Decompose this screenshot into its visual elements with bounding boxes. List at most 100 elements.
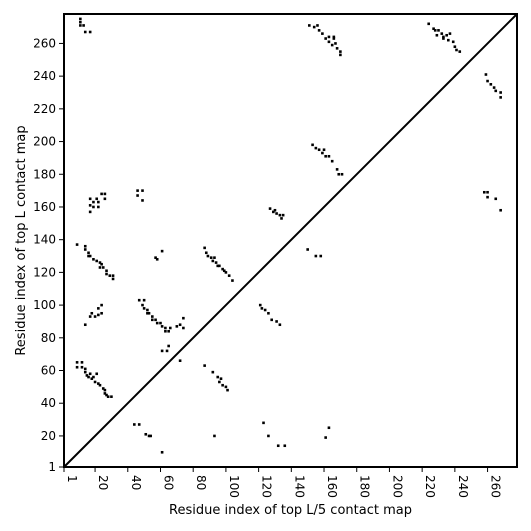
- contact-point: [103, 392, 107, 395]
- x-tick-label: 220: [423, 475, 437, 498]
- contact-point: [97, 313, 100, 317]
- contact-point: [317, 29, 321, 32]
- contact-point: [211, 259, 215, 263]
- contact-point: [105, 272, 108, 276]
- contact-point: [88, 210, 92, 214]
- contact-point: [105, 269, 108, 273]
- contact-point: [312, 25, 316, 29]
- x-tick-label: 80: [194, 475, 208, 490]
- contact-point: [324, 154, 327, 158]
- contact-point: [316, 24, 319, 27]
- contact-point: [146, 311, 149, 315]
- contact-point: [306, 248, 309, 251]
- y-axis-label: Residue index of top L contact map: [14, 125, 29, 355]
- x-tick-label: 180: [358, 475, 372, 498]
- y-tick-label: 40: [41, 396, 56, 410]
- contact-point: [267, 311, 270, 315]
- contact-point: [88, 254, 92, 258]
- contact-point: [88, 315, 92, 318]
- x-tick-label: 1: [65, 475, 79, 483]
- x-tick-label: 60: [161, 475, 175, 490]
- contact-point: [110, 395, 113, 398]
- contact-point: [97, 382, 100, 385]
- x-tick-label: 120: [260, 475, 274, 498]
- contact-point: [88, 204, 92, 207]
- contact-point: [75, 361, 79, 364]
- contact-point: [332, 37, 336, 40]
- y-tick-label: 160: [33, 200, 56, 214]
- contact-point: [499, 91, 502, 94]
- contact-point: [136, 189, 139, 192]
- contact-point: [273, 208, 277, 212]
- contact-point: [144, 432, 148, 436]
- contact-point: [226, 388, 229, 392]
- contact-point: [100, 311, 103, 315]
- contact-point: [327, 35, 331, 39]
- contact-point: [160, 349, 164, 353]
- contact-point: [275, 212, 278, 215]
- contact-point: [83, 370, 87, 374]
- contact-point: [103, 192, 107, 196]
- contact-point: [327, 40, 331, 44]
- contact-point: [88, 30, 92, 34]
- contact-point: [87, 251, 90, 255]
- contact-point: [270, 318, 273, 322]
- contact-point: [489, 83, 493, 86]
- y-tick-label: 100: [33, 298, 56, 312]
- x-axis: 1 20 40 60 80 100 120 140 160 180 200 220 240 260: [63, 467, 503, 498]
- contact-point: [85, 374, 89, 377]
- contact-point: [224, 271, 228, 274]
- contact-point: [87, 375, 90, 379]
- contact-point: [453, 45, 457, 49]
- contact-point: [203, 246, 206, 250]
- plot-frame: [63, 13, 518, 468]
- contact-point: [278, 213, 282, 217]
- contact-point: [75, 365, 79, 369]
- contact-point: [314, 146, 318, 150]
- contact-point: [141, 199, 144, 202]
- x-tick-label: 160: [325, 475, 339, 498]
- contact-point: [262, 421, 265, 425]
- contact-point: [332, 35, 336, 39]
- contact-point: [458, 50, 462, 53]
- contact-point: [335, 47, 339, 50]
- contact-point: [227, 274, 231, 277]
- contact-point: [79, 17, 82, 21]
- contact-point: [494, 197, 498, 201]
- contact-point: [160, 249, 164, 253]
- contact-point: [98, 261, 102, 264]
- x-tick-label: 240: [456, 475, 470, 498]
- contact-point: [451, 40, 455, 44]
- contact-point: [100, 262, 103, 266]
- contact-point: [83, 367, 87, 371]
- contact-point: [133, 423, 136, 426]
- contact-point: [79, 24, 82, 27]
- contact-point: [95, 372, 99, 376]
- contact-point: [206, 254, 210, 258]
- contact-point: [308, 24, 311, 27]
- contact-point: [448, 32, 452, 35]
- contact-point: [433, 29, 437, 32]
- contact-point: [339, 53, 342, 57]
- contact-point: [137, 298, 141, 302]
- y-tick-label: 200: [33, 135, 56, 149]
- contact-point: [314, 254, 318, 258]
- contact-point: [103, 197, 107, 201]
- contact-point: [100, 303, 103, 307]
- x-tick-label: 40: [129, 475, 143, 490]
- contact-point: [486, 79, 489, 83]
- contact-point: [167, 344, 170, 348]
- contact-point: [218, 264, 221, 268]
- contact-point: [160, 325, 164, 328]
- y-tick-label: 140: [33, 233, 56, 247]
- contact-point: [340, 172, 344, 176]
- contact-point: [221, 383, 224, 387]
- contact-point: [92, 258, 95, 261]
- x-axis-label: Residue index of top L/5 contact map: [169, 503, 412, 518]
- x-tick-label: 20: [96, 475, 110, 490]
- contact-point: [155, 258, 159, 261]
- contact-point: [482, 190, 486, 194]
- y-tick-label: 80: [41, 331, 56, 345]
- contact-point: [267, 434, 270, 438]
- contact-point: [263, 308, 267, 312]
